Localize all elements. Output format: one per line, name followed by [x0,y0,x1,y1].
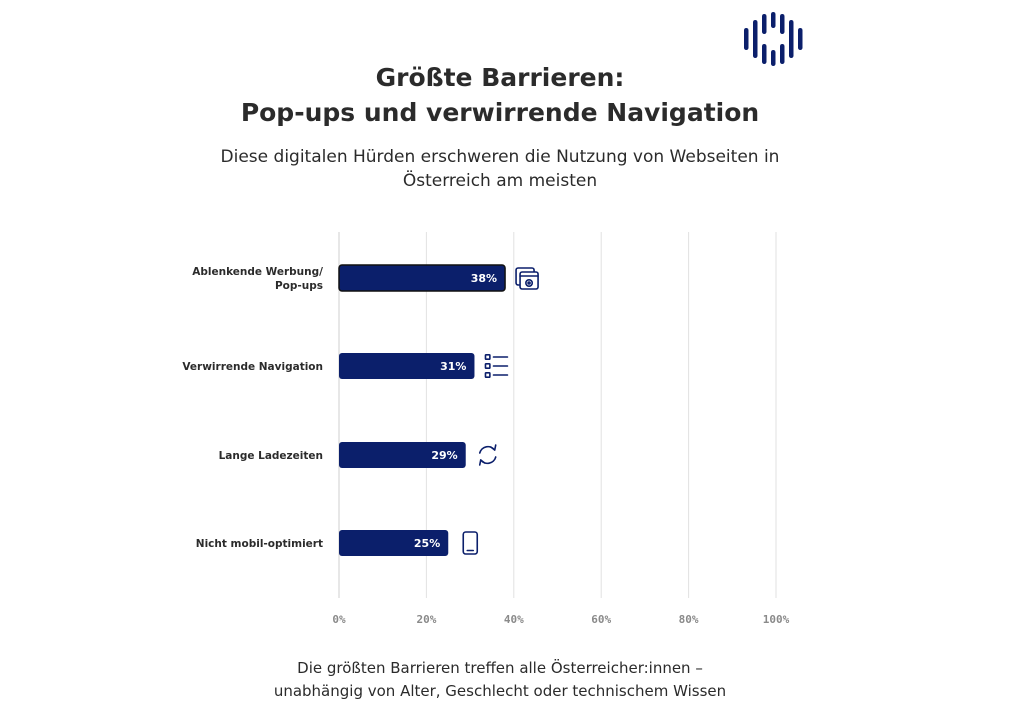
x-tick-label: 80% [679,613,699,626]
bar-value-label: 29% [431,449,457,462]
chart-title-line-1: Größte Barrieren: [375,63,625,92]
category-label: Ablenkende Werbung/Pop-ups [192,266,323,292]
chart-title-line-2: Pop-ups und verwirrende Navigation [240,98,760,127]
chart-footnote-line-1: Die größten Barrieren treffen alle Öster… [297,659,703,677]
refresh-icon [478,444,497,466]
x-tick-label: 100% [763,613,790,626]
category-label: Nicht mobil-optimiert [196,538,323,550]
chart-footnote-line-2: unabhängig von Alter, Geschlecht oder te… [273,682,727,700]
bar-value-label: 38% [471,272,497,285]
chart-title: Größte Barrieren: Pop-ups und verwirrend… [0,60,1000,130]
list-icon [484,354,509,379]
category-label: Lange Ladezeiten [219,450,323,462]
browser-settings-icon [515,267,539,290]
x-tick-label: 20% [416,613,436,626]
bar [339,530,449,556]
category-label-line: Ablenkende Werbung/ [192,266,323,278]
x-tick-label: 40% [504,613,524,626]
chart-subtitle-line-1: Diese digitalen Hürden erschweren die Nu… [220,147,780,167]
bar-value-label: 25% [414,537,440,550]
category-label-line: Nicht mobil-optimiert [196,538,323,550]
x-tick-label: 0% [332,613,346,626]
category-label-line: Lange Ladezeiten [219,450,323,462]
category-label: Verwirrende Navigation [182,361,323,373]
chart-subtitle-line-2: Österreich am meisten [402,171,598,191]
category-label-line: Verwirrende Navigation [182,361,323,373]
smartphone-icon [462,531,479,555]
brand-logo [744,12,803,66]
bar [338,264,506,292]
category-label-line: Pop-ups [275,280,323,292]
chart-subtitle: Diese digitalen Hürden erschweren die Nu… [150,145,850,193]
bar [339,353,475,379]
bar [339,442,466,468]
x-tick-label: 60% [591,613,611,626]
bar-value-label: 31% [440,360,466,373]
chart-footnote: Die größten Barrieren treffen alle Öster… [200,657,800,703]
